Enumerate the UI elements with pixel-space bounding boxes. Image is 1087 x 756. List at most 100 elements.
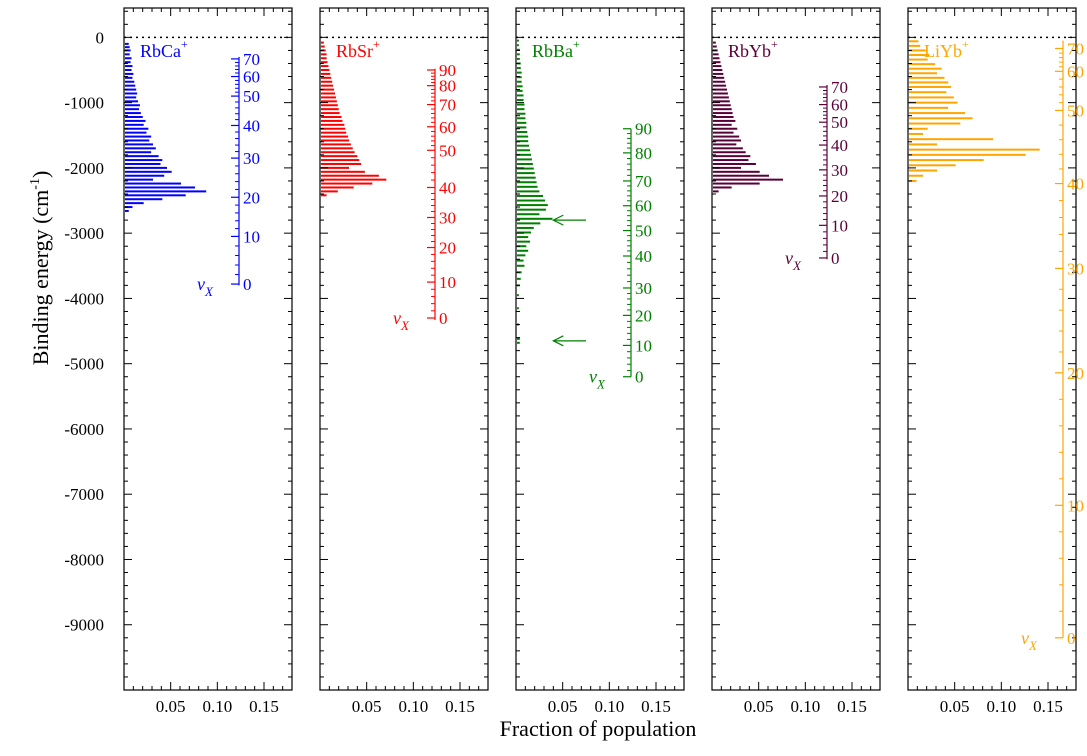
population-bar	[125, 53, 130, 56]
population-bar	[517, 126, 527, 129]
v-axis-tick-label: 0	[439, 309, 448, 328]
y-axis-label: Binding energy (cm-1)	[28, 171, 53, 366]
v-axis-tick-label: 50	[1067, 101, 1084, 120]
population-bar	[713, 166, 741, 169]
population-bar	[125, 159, 163, 162]
population-bar	[321, 76, 332, 79]
v-axis-tick-label: 10	[1067, 496, 1084, 515]
population-bar	[713, 104, 731, 107]
population-bar	[517, 208, 546, 211]
population-bar	[909, 72, 937, 75]
y-axis-label-exponent: -1	[28, 178, 43, 190]
population-bar	[713, 159, 749, 162]
molecule-label: RbCa+	[140, 37, 188, 61]
population-bar	[125, 155, 159, 158]
population-bar	[321, 57, 327, 60]
population-bar	[713, 182, 760, 185]
molecule-label-charge: +	[181, 37, 188, 51]
population-bar	[321, 162, 362, 165]
population-bar	[909, 127, 928, 130]
v-axis-label-text: v	[785, 248, 793, 268]
population-bar	[909, 85, 951, 88]
population-bar	[517, 112, 526, 115]
v-axis-tick-label: 50	[243, 87, 260, 106]
population-bar	[125, 151, 152, 154]
population-bar	[909, 53, 930, 56]
population-bar	[517, 144, 530, 147]
arrow-head	[551, 335, 564, 347]
v-axis-tick-label: 10	[243, 227, 260, 246]
population-bar	[713, 123, 732, 126]
population-bar	[713, 88, 727, 91]
v-axis-tick-label: 70	[831, 78, 848, 97]
population-bar	[909, 49, 926, 52]
population-bar	[125, 115, 143, 118]
y-tick-label: -4000	[64, 289, 104, 308]
population-bar	[125, 139, 150, 142]
population-bar	[321, 139, 349, 142]
population-bar	[517, 89, 523, 92]
population-bar	[909, 112, 965, 115]
population-bar	[125, 84, 136, 87]
v-axis-tick-label: 40	[243, 116, 260, 135]
panel-frame	[319, 7, 489, 691]
v-axis-tick-label: 60	[635, 197, 652, 216]
x-tick-label: 0.05	[744, 697, 774, 716]
v-axis-tick-label: 50	[635, 222, 652, 241]
panel-frame	[711, 7, 881, 691]
molecule-label: RbSr+	[336, 37, 380, 61]
population-bar	[125, 96, 137, 99]
population-bar	[909, 153, 1026, 156]
population-bar	[517, 131, 528, 133]
molecule-label: RbYb+	[728, 37, 778, 61]
population-bar	[321, 178, 387, 181]
population-bar	[713, 143, 737, 146]
population-bar	[125, 69, 132, 71]
population-bar	[713, 41, 716, 44]
population-bar	[125, 72, 134, 75]
population-bar	[909, 96, 954, 99]
population-bar	[517, 94, 524, 97]
population-bar	[125, 209, 129, 212]
population-bar	[517, 185, 538, 188]
population-bar	[713, 112, 733, 115]
population-bar	[321, 123, 345, 126]
x-tick-label: 0.15	[1033, 697, 1063, 716]
population-bar	[517, 57, 520, 60]
population-bar	[713, 80, 726, 83]
population-bar	[321, 108, 339, 111]
v-axis-tick-label: 10	[831, 216, 848, 235]
v-axis-tick-label: 40	[439, 178, 456, 197]
population-bar	[125, 104, 140, 107]
population-bar	[125, 92, 138, 95]
population-bar	[517, 48, 520, 51]
population-bar	[125, 135, 152, 138]
population-bar	[517, 39, 519, 42]
v-axis-tick-label: 30	[1067, 259, 1084, 278]
v-axis-tick-label: 50	[831, 113, 848, 132]
population-bar	[321, 100, 337, 103]
population-bar	[125, 186, 195, 189]
population-bar	[909, 106, 949, 109]
population-bar	[321, 72, 331, 75]
population-bar	[321, 127, 346, 130]
population-bar	[713, 131, 734, 134]
population-bar	[909, 138, 993, 141]
v-axis-tick-label: 90	[439, 61, 456, 80]
population-bar	[517, 222, 541, 225]
population-bar	[125, 112, 141, 115]
y-axis-label-close: )	[28, 171, 53, 178]
v-axis-label-subscript: X	[596, 377, 606, 392]
y-tick-label: -1000	[64, 94, 104, 113]
x-tick-label: 0.05	[940, 697, 970, 716]
population-bar	[517, 240, 531, 243]
v-axis-tick-label: 10	[439, 273, 456, 292]
population-bar	[321, 80, 333, 83]
molecule-label-charge: +	[962, 37, 969, 51]
population-bar	[125, 119, 146, 122]
population-bar	[125, 127, 149, 130]
x-tick-label: 0.15	[249, 697, 279, 716]
panel-frame	[907, 7, 1077, 691]
population-bar	[517, 117, 526, 120]
